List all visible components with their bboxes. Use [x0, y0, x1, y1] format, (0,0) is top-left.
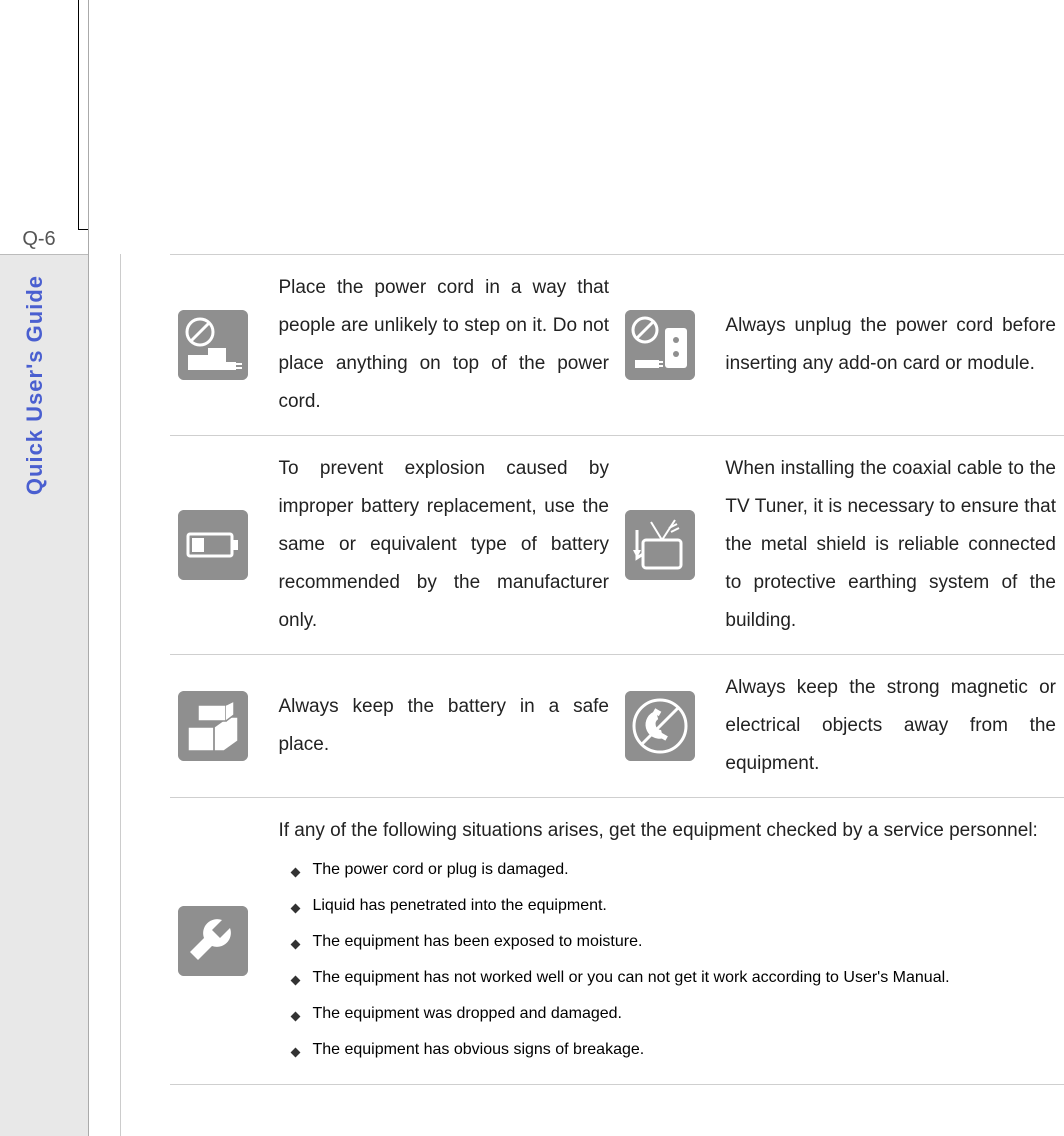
unplug-icon: [625, 310, 695, 380]
list-item: Liquid has penetrated into the equipment…: [292, 890, 1056, 922]
list-item: The power cord or plug is damaged.: [292, 854, 1056, 886]
page-number: Q-6: [0, 228, 78, 255]
cord-trip-icon: [178, 310, 248, 380]
tab-stub: [78, 0, 88, 230]
table-row: Always keep the battery in a safe place.…: [170, 655, 1064, 798]
safety-table: Place the power cord in a way that peopl…: [170, 254, 1064, 1085]
safety-text: Always keep the battery in a safe place.: [278, 688, 609, 764]
safety-text: Place the power cord in a way that peopl…: [278, 269, 609, 421]
content-area: Place the power cord in a way that peopl…: [170, 254, 1064, 1085]
list-item: The equipment was dropped and damaged.: [292, 998, 1056, 1030]
safety-text: When installing the coaxial cable to the…: [725, 450, 1056, 640]
page: Q-6 Quick User's Guide: [0, 0, 1064, 1136]
list-item: The equipment has not worked well or you…: [292, 962, 1056, 994]
tab-label: Quick User's Guide: [22, 275, 48, 495]
table-row: If any of the following situations arise…: [170, 798, 1064, 1085]
service-intro: If any of the following situations arise…: [278, 812, 1056, 850]
tab-body: Quick User's Guide: [0, 254, 88, 1136]
safety-text: Always keep the strong magnetic or elect…: [725, 669, 1056, 783]
side-tab-strip: Q-6 Quick User's Guide: [0, 0, 88, 1136]
vertical-divider-2: [120, 254, 121, 1136]
list-item: The equipment has obvious signs of break…: [292, 1034, 1056, 1066]
safety-text: Always unplug the power cord before inse…: [725, 307, 1056, 383]
safety-text: To prevent explosion caused by improper …: [278, 450, 609, 640]
vertical-divider: [88, 0, 89, 1136]
battery-icon: [178, 510, 248, 580]
battery-box-icon: [178, 691, 248, 761]
tv-tuner-icon: [625, 510, 695, 580]
table-row: To prevent explosion caused by improper …: [170, 436, 1064, 655]
no-magnet-icon: [625, 691, 695, 761]
service-list: The power cord or plug is damaged. Liqui…: [278, 854, 1056, 1066]
list-item: The equipment has been exposed to moistu…: [292, 926, 1056, 958]
table-row: Place the power cord in a way that peopl…: [170, 255, 1064, 436]
wrench-icon: [178, 906, 248, 976]
